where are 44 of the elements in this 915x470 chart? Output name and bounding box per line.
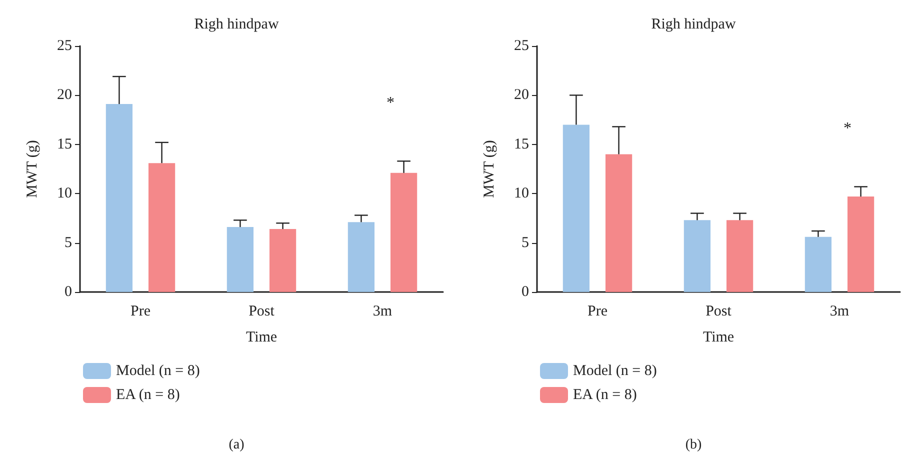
bar — [562, 124, 590, 292]
text: (a) — [228, 438, 245, 452]
y-tick-label: 25 — [57, 38, 72, 54]
y-tick-label: 25 — [514, 38, 529, 54]
bar — [106, 104, 133, 292]
x-tick-label: Post — [248, 304, 276, 320]
x-tick-label: Pre — [130, 304, 151, 320]
text: (b) — [685, 438, 702, 452]
legend-label: EA (n = 8) — [116, 387, 180, 403]
bar — [684, 220, 711, 292]
y-tick-label: 5 — [522, 234, 529, 251]
y-tick-label: 20 — [57, 87, 72, 104]
x-tick-label: 3m — [830, 304, 850, 320]
chart-title: Righ hindpaw — [194, 16, 279, 32]
y-tick-label: 15 — [514, 136, 529, 152]
bar — [226, 227, 254, 292]
bar — [804, 236, 832, 292]
x-axis-title: Time — [702, 330, 734, 346]
bar — [269, 229, 296, 292]
bar — [847, 196, 874, 292]
legend-label: EA (n = 8) — [573, 387, 637, 403]
bar — [348, 222, 375, 292]
legend-label: Model (n = 8) — [573, 363, 657, 379]
y-tick-label: 0 — [522, 284, 529, 300]
y-tick-label: 15 — [57, 136, 72, 152]
bar — [605, 154, 632, 292]
annotation: * — [844, 120, 852, 138]
bar — [148, 163, 176, 292]
y-tick-label: 5 — [64, 234, 72, 251]
y-axis-title: MWT (g) — [482, 140, 498, 198]
y-tick-label: 10 — [514, 186, 529, 202]
annotation: * — [386, 94, 394, 112]
y-tick-label: 20 — [514, 87, 529, 104]
y-tick-label: 0 — [64, 284, 72, 300]
bar — [390, 172, 418, 292]
y-tick-label: 10 — [57, 186, 72, 202]
x-tick-label: Post — [706, 304, 732, 320]
y-axis-title: MWT (g) — [24, 140, 40, 198]
x-tick-label: 3m — [372, 304, 392, 320]
x-axis-title: Time — [246, 330, 278, 346]
bar — [726, 220, 754, 292]
legend-label: Model (n = 8) — [116, 363, 200, 379]
x-tick-label: Pre — [588, 304, 608, 320]
chart-title: Righ hindpaw — [651, 16, 736, 32]
